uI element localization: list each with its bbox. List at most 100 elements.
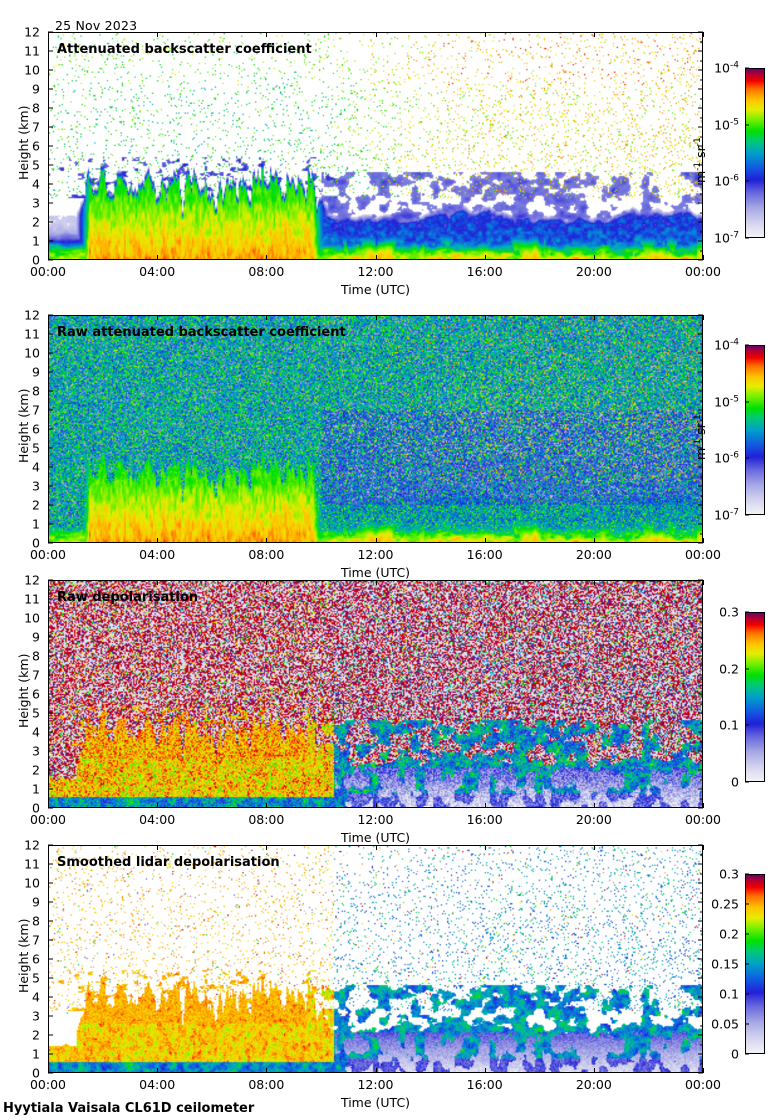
plot-area-raw-attenuated-backscatter[interactable] [48,315,703,543]
y-minor-tick-mark [700,854,703,855]
x-tick-label: 12:00 [357,1077,394,1092]
plot-area-attenuated-backscatter[interactable] [48,32,703,260]
y-tick-mark [698,428,703,430]
x-tick-mark [48,538,49,543]
y-tick-label: 1 [32,1046,40,1062]
y-tick-mark [698,712,703,714]
x-tick-label: 20:00 [575,1077,612,1092]
plot-area-raw-depolarisation[interactable] [48,580,703,808]
colorbar-tick-mark [745,993,749,995]
x-tick-mark [375,538,377,543]
y-minor-tick-mark [700,155,703,156]
y-tick-mark [698,750,703,752]
colorbar-tick-label: 10-7 [714,507,739,523]
y-tick-mark [698,807,703,809]
y-tick-mark [698,523,703,525]
x-tick-label: 16:00 [466,1077,503,1092]
y-minor-tick-mark [700,1044,703,1045]
y-tick-mark [698,693,703,695]
y-minor-tick-mark [700,41,703,42]
y-tick-mark [698,390,703,392]
x-tick-mark [375,255,377,260]
x-tick-mark [266,803,268,808]
y-minor-tick-mark [700,911,703,912]
y-minor-tick-mark [700,533,703,534]
y-tick-mark [698,958,703,960]
y-minor-tick-mark [700,212,703,213]
y-tick-mark [698,996,703,998]
colorbar-attenuated-backscatter [745,68,765,238]
y-minor-tick-mark [700,1025,703,1026]
x-tick-mark [48,845,49,850]
x-axis-label: Time (UTC) [340,565,411,580]
y-tick-label: 12 [24,307,40,323]
y-tick-mark [48,428,53,430]
y-minor-tick-mark [700,400,703,401]
x-tick-mark [703,803,704,808]
x-tick-mark [484,538,486,543]
y-tick-label: 9 [32,364,40,380]
colorbar-tick-mark [745,668,749,670]
y-tick-mark [698,31,703,33]
colorbar-tick-label: 0 [731,774,739,790]
y-tick-mark [698,882,703,884]
x-tick-mark [48,1068,49,1073]
y-minor-tick-mark [700,117,703,118]
colorbar-gradient [746,346,764,514]
x-tick-mark [484,803,486,808]
y-tick-label: 8 [32,100,40,116]
y-tick-mark [698,1034,703,1036]
colorbar-gradient [746,613,764,781]
y-tick-label: 2 [32,1027,40,1043]
y-tick-mark [698,977,703,979]
colorbar-raw-attenuated-backscatter [745,345,765,515]
plot-area-smoothed-lidar-depolarisation[interactable] [48,845,703,1073]
x-tick-mark [266,580,268,585]
y-tick-mark [698,69,703,71]
colorbar-tick-label: 10-6 [714,450,739,466]
x-tick-label: 20:00 [575,812,612,827]
y-tick-label: 10 [24,610,40,626]
y-tick-mark [48,882,53,884]
y-tick-mark [48,939,53,941]
y-tick-label: 0 [32,800,40,816]
colorbar-tick-label: 0.15 [711,956,739,972]
y-minor-tick-mark [700,741,703,742]
y-tick-mark [48,259,53,261]
colorbar-raw-depolarisation [745,612,765,782]
heatmap-raw-depolarisation [49,581,702,807]
x-tick-label: 12:00 [357,264,394,279]
colorbar-tick-mark [745,963,749,965]
colorbar-tick-label: 0.3 [719,604,739,620]
colorbar-tick-label: 10-7 [714,230,739,246]
x-tick-mark [484,1068,486,1073]
y-tick-mark [698,164,703,166]
y-tick-mark [698,939,703,941]
x-tick-mark [703,845,704,850]
x-tick-mark [48,32,49,37]
colorbar-tick-label: 0.3 [719,866,739,882]
y-tick-mark [48,731,53,733]
colorbar-tick-mark [745,873,749,875]
y-tick-mark [48,1034,53,1036]
colorbar-tick-mark [745,344,749,346]
colorbar-tick-mark [745,1053,749,1055]
y-tick-mark [48,221,53,223]
y-tick-mark [698,107,703,109]
y-tick-mark [698,769,703,771]
x-tick-mark [375,580,377,585]
y-tick-mark [698,636,703,638]
y-minor-tick-mark [700,136,703,137]
y-minor-tick-mark [700,457,703,458]
x-tick-label: 00:00 [684,812,722,827]
y-minor-tick-mark [700,968,703,969]
x-tick-label: 00:00 [684,547,722,562]
x-tick-label: 20:00 [575,264,612,279]
x-tick-mark [593,803,595,808]
y-tick-mark [48,371,53,373]
y-tick-label: 6 [32,686,40,702]
y-tick-mark [48,617,53,619]
y-tick-mark [698,1053,703,1055]
x-tick-label: 16:00 [466,264,503,279]
